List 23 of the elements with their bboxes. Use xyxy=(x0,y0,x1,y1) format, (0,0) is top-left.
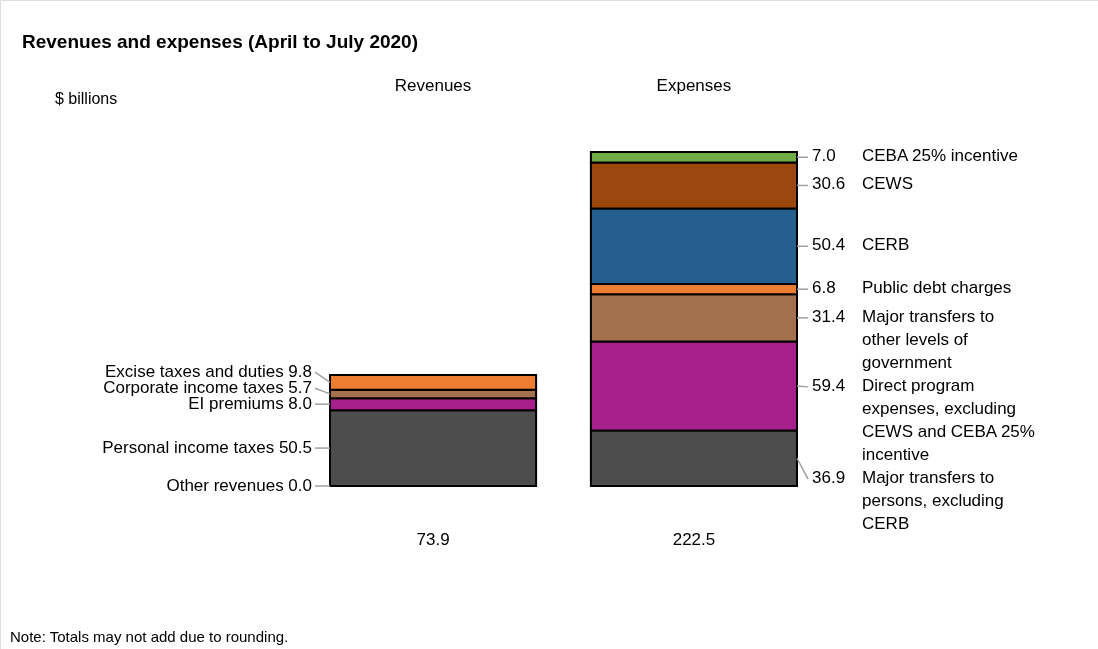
text: Direct program expenses, excluding CEWS and CEBA 25% incentive xyxy=(862,375,1035,464)
text: Other revenues 0.0 xyxy=(166,476,312,495)
text: CEWS xyxy=(862,174,913,194)
data-label: 36.9 xyxy=(812,467,846,487)
text: $ billions xyxy=(55,90,118,107)
total-label: 73.9 xyxy=(416,530,450,549)
x-tick-label: Revenues xyxy=(394,76,472,95)
text: Public debt charges xyxy=(862,278,1012,298)
data-label: 30.6 xyxy=(812,174,846,194)
total-label: 222.5 xyxy=(672,530,716,549)
text: Personal income taxes 50.5 xyxy=(102,438,312,458)
data-label: 6.8 xyxy=(812,278,836,298)
text: CEBA 25% incentive xyxy=(862,146,1018,166)
x-tick-label: Expenses xyxy=(656,76,732,95)
data-label: 31.4 xyxy=(812,306,846,326)
data-label: 7.0 xyxy=(812,146,836,166)
data-label: 59.4 xyxy=(812,375,846,395)
chart-title: Revenues and expenses (April to July 2020) xyxy=(22,31,418,52)
text: Major transfers to persons, excluding CERB xyxy=(862,467,1004,533)
text: Major transfers to other levels of government xyxy=(862,306,995,372)
text: CERB xyxy=(862,235,910,255)
data-label: 50.4 xyxy=(812,235,846,255)
text: Note: Totals may not add due to rounding. xyxy=(10,628,289,645)
